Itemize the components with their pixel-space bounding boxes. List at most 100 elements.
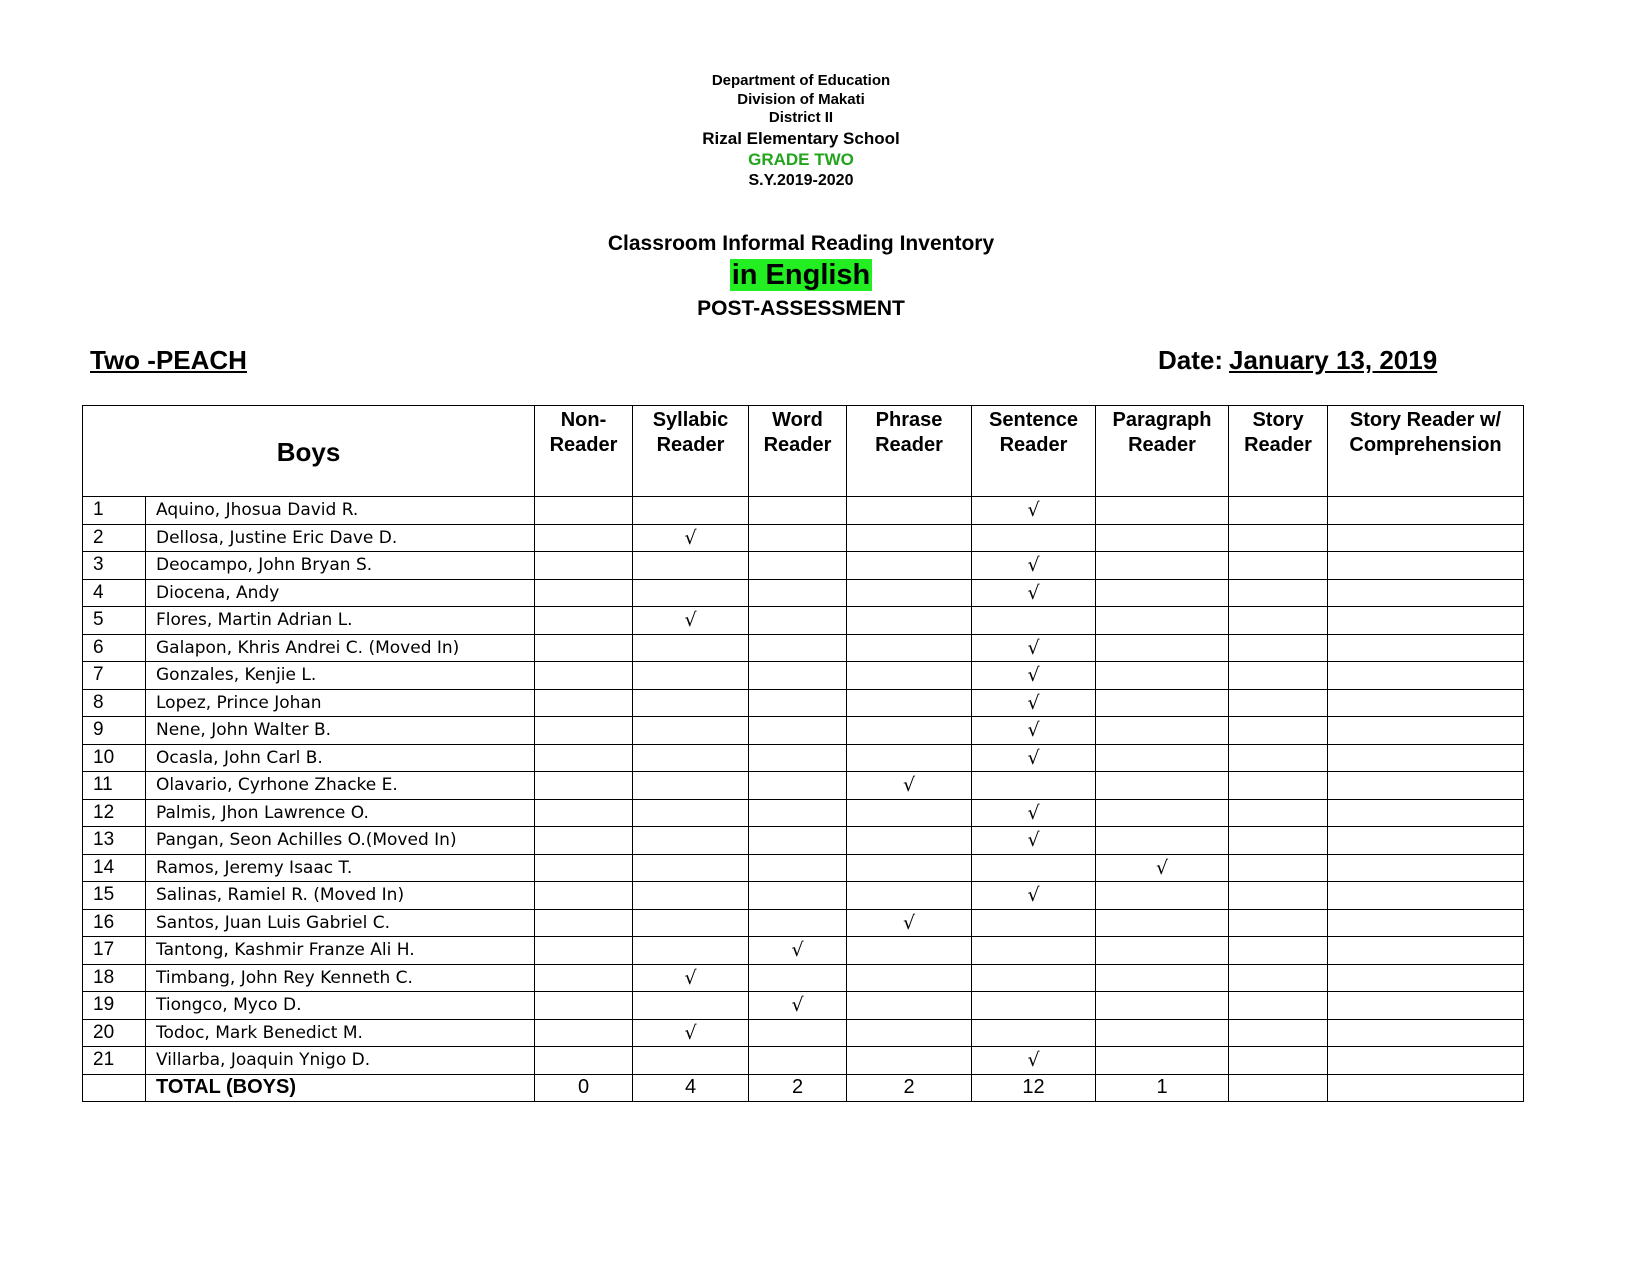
student-name: Todoc, Mark Benedict M. [144, 1018, 536, 1047]
empty-cell [748, 798, 848, 827]
empty-cell [534, 908, 634, 937]
total-value: 0 [534, 1073, 634, 1102]
empty-cell [1327, 991, 1525, 1020]
empty-cell [748, 661, 848, 690]
empty-cell [846, 578, 973, 607]
empty-cell [1095, 1018, 1230, 1047]
empty-cell [1228, 908, 1329, 937]
student-name: Galapon, Khris Andrei C. (Moved In) [144, 633, 536, 662]
table-row: 12 Palmis, Jhon Lawrence O. √ [82, 798, 1525, 827]
empty-cell [1327, 688, 1525, 717]
empty-cell [1228, 1018, 1329, 1047]
row-number: 18 [82, 963, 146, 992]
empty-cell [971, 936, 1097, 965]
row-number: 2 [82, 523, 146, 552]
empty-cell [846, 826, 973, 855]
student-name: Villarba, Joaquin Ynigo D. [144, 1046, 536, 1075]
empty-cell [1228, 1046, 1329, 1075]
empty-cell [1095, 496, 1230, 525]
empty-cell [534, 1018, 634, 1047]
table-row: 13 Pangan, Seon Achilles O.(Moved In) √ [82, 826, 1525, 855]
student-name: Ramos, Jeremy Isaac T. [144, 853, 536, 882]
row-number: 12 [82, 798, 146, 827]
empty-cell [1327, 578, 1525, 607]
total-value [1228, 1073, 1329, 1102]
column-header: Story Reader w/ Comprehension [1327, 405, 1525, 497]
empty-cell [1228, 578, 1329, 607]
row-number: 3 [82, 551, 146, 580]
empty-cell [1095, 716, 1230, 745]
empty-cell [1327, 936, 1525, 965]
table-row: 18 Timbang, John Rey Kenneth C. √ [82, 963, 1525, 992]
empty-cell [632, 908, 750, 937]
row-number: 6 [82, 633, 146, 662]
empty-cell [1228, 743, 1329, 772]
table-row: 1 Aquino, Jhosua David R. √ [82, 496, 1525, 525]
table-row: 6 Galapon, Khris Andrei C. (Moved In) √ [82, 633, 1525, 662]
table-row: 5 Flores, Martin Adrian L. √ [82, 606, 1525, 635]
boys-header: Boys [81, 405, 536, 497]
row-number: 5 [82, 606, 146, 635]
table-row: 20 Todoc, Mark Benedict M. √ [82, 1018, 1525, 1047]
empty-cell [1228, 661, 1329, 690]
column-header: Phrase Reader [846, 405, 973, 497]
empty-cell [971, 853, 1097, 882]
row-number: 21 [82, 1046, 146, 1075]
check-mark-cell: √ [971, 743, 1097, 772]
empty-cell [534, 661, 634, 690]
table-row: 15 Salinas, Ramiel R. (Moved In) √ [82, 881, 1525, 910]
empty-cell [632, 661, 750, 690]
empty-cell [971, 991, 1097, 1020]
empty-cell [1095, 991, 1230, 1020]
empty-cell [748, 688, 848, 717]
empty-cell [632, 743, 750, 772]
row-number: 19 [82, 991, 146, 1020]
table-row: 8 Lopez, Prince Johan √ [82, 688, 1525, 717]
empty-cell [1228, 633, 1329, 662]
empty-cell [1327, 551, 1525, 580]
student-name: Pangan, Seon Achilles O.(Moved In) [144, 826, 536, 855]
row-number: 16 [82, 908, 146, 937]
reading-inventory-table: Boys Non- Reader Syllabic Reader Word Reade… [81, 405, 1525, 1102]
empty-cell [1327, 1046, 1525, 1075]
table-row: 3 Deocampo, John Bryan S. √ [82, 551, 1525, 580]
empty-cell [534, 826, 634, 855]
empty-cell [632, 826, 750, 855]
empty-cell [748, 963, 848, 992]
empty-cell [846, 1018, 973, 1047]
student-name: Tantong, Kashmir Franze Ali H. [144, 936, 536, 965]
empty-cell [846, 991, 973, 1020]
empty-cell [1095, 578, 1230, 607]
empty-cell [846, 661, 973, 690]
empty-cell [1228, 963, 1329, 992]
empty-cell [846, 606, 973, 635]
empty-cell [1095, 771, 1230, 800]
check-mark-cell: √ [971, 716, 1097, 745]
column-header: Word Reader [748, 405, 848, 497]
check-mark-cell: √ [971, 826, 1097, 855]
empty-cell [748, 1018, 848, 1047]
empty-cell [1228, 551, 1329, 580]
check-mark-cell: √ [971, 633, 1097, 662]
student-name: Aquino, Jhosua David R. [144, 496, 536, 525]
empty-cell [748, 881, 848, 910]
student-name: Lopez, Prince Johan [144, 688, 536, 717]
empty-cell [1228, 716, 1329, 745]
check-mark-cell: √ [632, 1018, 750, 1047]
empty-cell [1327, 963, 1525, 992]
table-row: 10 Ocasla, John Carl B. √ [82, 743, 1525, 772]
empty-cell [1095, 798, 1230, 827]
empty-cell [971, 908, 1097, 937]
check-mark-cell: √ [971, 881, 1097, 910]
empty-cell [632, 1046, 750, 1075]
check-mark-cell: √ [971, 551, 1097, 580]
column-header: Non- Reader [534, 405, 634, 497]
check-mark-cell: √ [971, 661, 1097, 690]
check-mark-cell: √ [971, 578, 1097, 607]
empty-cell [1228, 523, 1329, 552]
check-mark-cell: √ [971, 496, 1097, 525]
empty-cell [971, 606, 1097, 635]
table-row: 2 Dellosa, Justine Eric Dave D. √ [82, 523, 1525, 552]
empty-cell [971, 1018, 1097, 1047]
student-name: Ocasla, John Carl B. [144, 743, 536, 772]
